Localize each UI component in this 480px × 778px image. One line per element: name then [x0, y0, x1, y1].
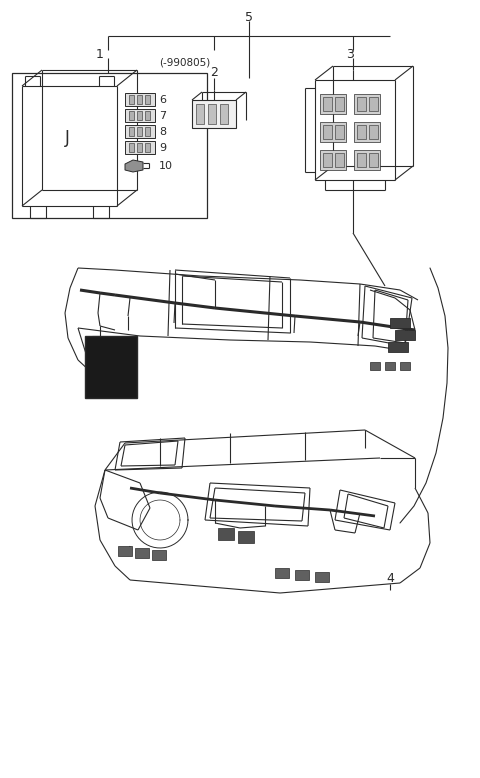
- Text: 7: 7: [159, 111, 166, 121]
- Bar: [196, 104, 204, 124]
- Bar: [320, 150, 346, 170]
- Bar: [369, 125, 378, 139]
- Bar: [357, 125, 366, 139]
- Bar: [395, 330, 415, 340]
- Text: J: J: [65, 129, 70, 147]
- Bar: [145, 143, 150, 152]
- Bar: [320, 122, 346, 142]
- Bar: [400, 362, 410, 370]
- Bar: [135, 548, 149, 558]
- Text: 6: 6: [159, 95, 166, 105]
- Bar: [238, 531, 254, 543]
- Bar: [370, 362, 380, 370]
- Bar: [295, 570, 309, 580]
- Bar: [85, 336, 137, 398]
- Bar: [145, 111, 150, 120]
- Bar: [192, 100, 236, 128]
- Bar: [335, 125, 344, 139]
- Bar: [335, 153, 344, 167]
- Bar: [129, 127, 134, 136]
- Bar: [390, 318, 410, 328]
- Bar: [315, 572, 329, 582]
- Bar: [388, 342, 408, 352]
- Bar: [323, 97, 332, 111]
- Text: 10: 10: [159, 161, 173, 171]
- Bar: [323, 153, 332, 167]
- Text: 3: 3: [346, 47, 354, 61]
- Bar: [357, 97, 366, 111]
- Bar: [385, 362, 395, 370]
- Bar: [152, 550, 166, 560]
- Bar: [320, 94, 346, 114]
- Bar: [354, 94, 380, 114]
- Bar: [125, 141, 155, 154]
- Bar: [369, 153, 378, 167]
- Bar: [220, 104, 228, 124]
- Text: 9: 9: [159, 143, 166, 153]
- Bar: [12, 73, 207, 218]
- Text: 2: 2: [210, 65, 218, 79]
- Text: 8: 8: [159, 127, 166, 137]
- Bar: [129, 143, 134, 152]
- Bar: [335, 97, 344, 111]
- Bar: [125, 109, 155, 122]
- Bar: [125, 125, 155, 138]
- Bar: [129, 111, 134, 120]
- Polygon shape: [125, 160, 143, 172]
- Bar: [369, 97, 378, 111]
- Text: 5: 5: [245, 10, 253, 23]
- Bar: [137, 95, 142, 104]
- Bar: [357, 153, 366, 167]
- Bar: [323, 125, 332, 139]
- Bar: [137, 127, 142, 136]
- Bar: [137, 143, 142, 152]
- Text: 4: 4: [386, 572, 394, 584]
- Bar: [129, 95, 134, 104]
- Bar: [354, 150, 380, 170]
- Text: 1: 1: [96, 47, 104, 61]
- Bar: [145, 95, 150, 104]
- Bar: [118, 546, 132, 556]
- Bar: [137, 111, 142, 120]
- Bar: [208, 104, 216, 124]
- Bar: [145, 127, 150, 136]
- Bar: [218, 528, 234, 540]
- Text: (-990805): (-990805): [159, 57, 211, 67]
- Bar: [275, 568, 289, 578]
- Bar: [354, 122, 380, 142]
- Bar: [125, 93, 155, 106]
